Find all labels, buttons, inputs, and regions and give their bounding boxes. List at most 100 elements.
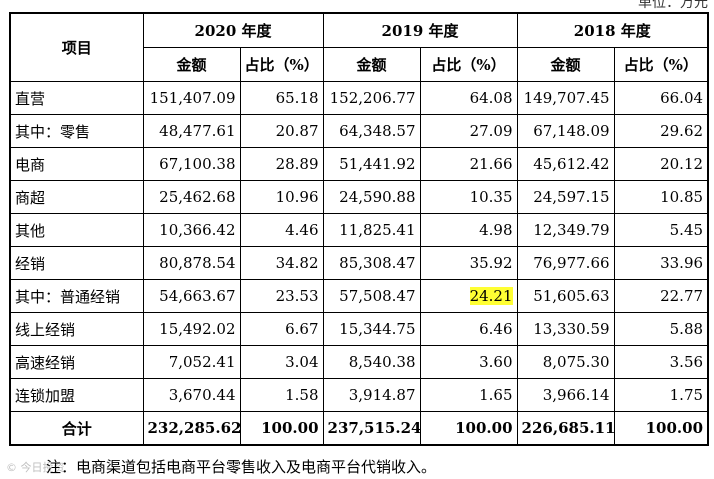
row-label: 其中：零售 [9,114,144,148]
table-row: 其他 10,366.42 4.46 11,825.41 4.98 12,349.… [9,213,709,247]
table-row: 商超 25,462.68 10.96 24,590.88 10.35 24,59… [9,180,709,214]
cell-value: 3.56 [613,345,709,379]
header-share: 占比（%） [613,47,709,82]
cell-value: 67,148.09 [516,114,615,148]
cell-value: 65.18 [239,81,324,115]
cell-value: 10,366.42 [142,213,241,247]
cell-value-highlighted: 24.21 [419,279,518,313]
cell-value: 28.89 [239,147,324,181]
cell-value: 24,590.88 [322,180,421,214]
row-label: 商超 [9,180,144,214]
cell-value: 152,206.77 [322,81,421,115]
header-amount: 金额 [516,47,615,82]
unit-label: 单位：万元 [638,0,708,11]
cell-value: 34.82 [239,246,324,280]
row-label: 直营 [9,81,144,115]
cell-value: 45,612.42 [516,147,615,181]
cell-value: 51,605.63 [516,279,615,313]
cell-value: 8,540.38 [322,345,421,379]
header-amount: 金额 [322,47,421,82]
cell-value: 13,330.59 [516,312,615,346]
cell-value: 21.66 [419,147,518,181]
cell-value: 15,492.02 [142,312,241,346]
table-row: 直营 151,407.09 65.18 152,206.77 64.08 149… [9,81,709,115]
cell-value: 51,441.92 [322,147,421,181]
header-share: 占比（%） [239,47,324,82]
cell-value: 3,670.44 [142,378,241,412]
cell-value: 4.98 [419,213,518,247]
cell-value: 4.46 [239,213,324,247]
cell-value: 25,462.68 [142,180,241,214]
cell-value: 5.45 [613,213,709,247]
table-row: 经销 80,878.54 34.82 85,308.47 35.92 76,97… [9,246,709,280]
header-share: 占比（%） [419,47,518,82]
cell-value: 24,597.15 [516,180,615,214]
cell-value: 5.88 [613,312,709,346]
cell-value: 57,508.47 [322,279,421,313]
cell-value: 76,977.66 [516,246,615,280]
header-amount: 金额 [142,47,241,82]
cell-value: 3,914.87 [322,378,421,412]
cell-value: 11,825.41 [322,213,421,247]
table-row: 高速经销 7,052.41 3.04 8,540.38 3.60 8,075.3… [9,345,709,379]
cell-value: 64,348.57 [322,114,421,148]
watermark: © 今日投资 [6,461,65,474]
total-value: 100.00 [239,411,324,446]
row-label: 其中：普通经销 [9,279,144,313]
cell-value: 3,966.14 [516,378,615,412]
cell-value: 8,075.30 [516,345,615,379]
cell-value: 6.46 [419,312,518,346]
total-label: 合计 [9,411,144,446]
row-label: 线上经销 [9,312,144,346]
row-label: 电商 [9,147,144,181]
cell-value: 85,308.47 [322,246,421,280]
cell-value: 1.65 [419,378,518,412]
cell-value: 23.53 [239,279,324,313]
cell-value: 48,477.61 [142,114,241,148]
cell-value: 66.04 [613,81,709,115]
row-label: 连锁加盟 [9,378,144,412]
cell-value: 35.92 [419,246,518,280]
cell-value: 10.85 [613,180,709,214]
total-value: 100.00 [613,411,709,446]
total-row: 合计 232,285.62 100.00 237,515.24 100.00 2… [9,411,709,446]
header-year-2018: 2018 年度 [516,12,709,48]
cell-value: 15,344.75 [322,312,421,346]
header-year-2020: 2020 年度 [142,12,324,48]
total-value: 237,515.24 [322,411,421,446]
cell-value: 20.12 [613,147,709,181]
table-row: 电商 67,100.38 28.89 51,441.92 21.66 45,61… [9,147,709,181]
table-row: 其中：零售 48,477.61 20.87 64,348.57 27.09 67… [9,114,709,148]
cell-value: 80,878.54 [142,246,241,280]
cell-value: 54,663.67 [142,279,241,313]
total-value: 100.00 [419,411,518,446]
highlight-mark: 24.21 [469,287,513,305]
cell-value: 64.08 [419,81,518,115]
total-value: 232,285.62 [142,411,241,446]
cell-value: 1.58 [239,378,324,412]
footnote: 注：电商渠道包括电商平台零售收入及电商平台代销收入。 [46,458,437,476]
header-item: 项目 [9,12,144,82]
cell-value: 20.87 [239,114,324,148]
header-year-2019: 2019 年度 [322,12,518,48]
cell-value: 22.77 [613,279,709,313]
cell-value: 33.96 [613,246,709,280]
total-value: 226,685.11 [516,411,615,446]
cell-value: 3.04 [239,345,324,379]
cell-value: 10.96 [239,180,324,214]
header-row-metrics: 金额 占比（%） 金额 占比（%） 金额 占比（%） [10,47,709,82]
cell-value: 6.67 [239,312,324,346]
cell-value: 149,707.45 [516,81,615,115]
table-row: 线上经销 15,492.02 6.67 15,344.75 6.46 13,33… [9,312,709,346]
cell-value: 12,349.79 [516,213,615,247]
cell-value: 151,407.09 [142,81,241,115]
cell-value: 27.09 [419,114,518,148]
header-row-years: 项目 2020 年度 2019 年度 2018 年度 [9,12,709,82]
cell-value: 1.75 [613,378,709,412]
cell-value: 3.60 [419,345,518,379]
cell-value: 29.62 [613,114,709,148]
cell-value: 10.35 [419,180,518,214]
row-label: 其他 [9,213,144,247]
row-label: 高速经销 [9,345,144,379]
table-row: 连锁加盟 3,670.44 1.58 3,914.87 1.65 3,966.1… [9,378,709,412]
